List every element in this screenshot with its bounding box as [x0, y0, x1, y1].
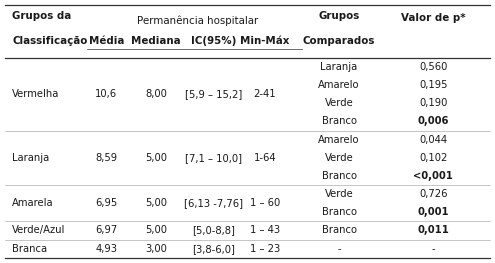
Text: Valor de p*: Valor de p* — [401, 13, 465, 23]
Text: 1 – 43: 1 – 43 — [250, 225, 280, 235]
Text: 6,97: 6,97 — [96, 225, 117, 235]
Text: 1 – 60: 1 – 60 — [249, 198, 280, 208]
Text: [3,8-6,0]: [3,8-6,0] — [193, 244, 235, 254]
Text: <0,001: <0,001 — [413, 171, 453, 181]
Text: Grupos da: Grupos da — [12, 11, 72, 21]
Text: 8,59: 8,59 — [96, 153, 117, 163]
Text: Grupos: Grupos — [318, 11, 360, 21]
Text: Branco: Branco — [322, 171, 356, 181]
Text: Laranja: Laranja — [320, 62, 358, 72]
Text: Min-Máx: Min-Máx — [240, 36, 290, 46]
Text: 1 – 23: 1 – 23 — [249, 244, 280, 254]
Text: Classificação: Classificação — [12, 36, 88, 46]
Text: [7,1 – 10,0]: [7,1 – 10,0] — [185, 153, 243, 163]
Text: Branco: Branco — [322, 117, 356, 127]
Text: [5,9 – 15,2]: [5,9 – 15,2] — [185, 89, 243, 99]
Text: Branco: Branco — [322, 207, 356, 217]
Text: Permanência hospitalar: Permanência hospitalar — [138, 16, 258, 26]
Text: Laranja: Laranja — [12, 153, 50, 163]
Text: Amarela: Amarela — [12, 198, 54, 208]
Text: 8,00: 8,00 — [145, 89, 167, 99]
Text: 0,560: 0,560 — [419, 62, 447, 72]
Text: 0,011: 0,011 — [417, 225, 449, 235]
Text: Verde/Azul: Verde/Azul — [12, 225, 66, 235]
Text: 0,195: 0,195 — [419, 80, 447, 90]
Text: [5,0-8,8]: [5,0-8,8] — [193, 225, 235, 235]
Text: Amarelo: Amarelo — [318, 80, 360, 90]
Text: IC(95%): IC(95%) — [191, 36, 237, 46]
Text: 3,00: 3,00 — [145, 244, 167, 254]
Text: Verde: Verde — [325, 98, 353, 108]
Text: 10,6: 10,6 — [96, 89, 117, 99]
Text: Média: Média — [89, 36, 124, 46]
Text: Verde: Verde — [325, 189, 353, 199]
Text: -: - — [431, 244, 435, 254]
Text: [6,13 -7,76]: [6,13 -7,76] — [184, 198, 244, 208]
Text: 4,93: 4,93 — [96, 244, 117, 254]
Text: 0,044: 0,044 — [419, 135, 447, 145]
Text: Branca: Branca — [12, 244, 48, 254]
Text: 0,006: 0,006 — [417, 117, 449, 127]
Text: 5,00: 5,00 — [145, 198, 167, 208]
Text: 1-64: 1-64 — [253, 153, 276, 163]
Text: Comparados: Comparados — [303, 36, 375, 46]
Text: Verde: Verde — [325, 153, 353, 163]
Text: 0,726: 0,726 — [419, 189, 447, 199]
Text: 2-41: 2-41 — [253, 89, 276, 99]
Text: 5,00: 5,00 — [145, 153, 167, 163]
Text: 5,00: 5,00 — [145, 225, 167, 235]
Text: Vermelha: Vermelha — [12, 89, 60, 99]
Text: Amarelo: Amarelo — [318, 135, 360, 145]
Text: 0,102: 0,102 — [419, 153, 447, 163]
Text: Branco: Branco — [322, 225, 356, 235]
Text: 0,001: 0,001 — [417, 207, 449, 217]
Text: 6,95: 6,95 — [96, 198, 117, 208]
Text: Mediana: Mediana — [131, 36, 181, 46]
Text: 0,190: 0,190 — [419, 98, 447, 108]
Text: -: - — [337, 244, 341, 254]
